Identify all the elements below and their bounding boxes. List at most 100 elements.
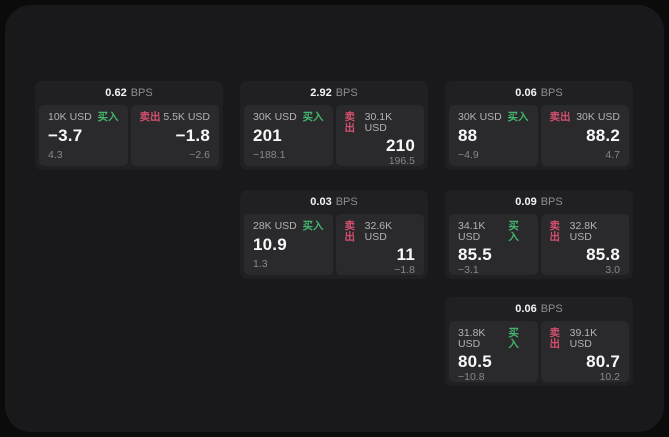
bps-unit-label: BPS: [540, 303, 563, 315]
quote-card: 0.06 BPS 30K USD 买入 88 −4.9 卖出 30K USD 8…: [445, 81, 633, 170]
sell-sub-value: −1.8: [394, 263, 415, 276]
sell-price: 88.2: [586, 125, 620, 145]
buy-side-label: 买入: [508, 327, 519, 350]
sell-panel[interactable]: 卖出 5.5K USD −1.8 −2.6: [130, 105, 219, 166]
buy-side-label: 买入: [302, 220, 324, 232]
buy-panel[interactable]: 34.1K USD 买入 85.5 −3.1: [449, 214, 538, 275]
bps-spread-value: 0.09: [515, 196, 537, 208]
quote-card: 0.06 BPS 31.8K USD 买入 80.5 −10.8 卖出 39.1…: [445, 297, 633, 386]
bps-unit-label: BPS: [335, 196, 358, 208]
bps-unit-label: BPS: [335, 87, 358, 99]
sell-side-label: 卖出: [549, 220, 561, 243]
sell-side-label: 卖出: [139, 111, 161, 123]
sell-panel-header: 卖出 30K USD: [550, 112, 621, 123]
buy-notional: 31.8K USD: [458, 327, 486, 350]
sell-notional: 39.1K USD: [569, 327, 598, 350]
buy-panel[interactable]: 30K USD 买入 201 −188.1: [244, 105, 333, 166]
sell-sub-value: 3.0: [605, 263, 620, 276]
quote-panels: 31.8K USD 买入 80.5 −10.8 卖出 39.1K USD 80.…: [445, 321, 633, 386]
buy-panel-header: 34.1K USD 买入: [458, 221, 529, 242]
buy-panel[interactable]: 30K USD 买入 88 −4.9: [449, 105, 538, 166]
buy-notional: 34.1K USD: [458, 220, 486, 243]
sell-notional: 5.5K USD: [163, 111, 210, 123]
bps-spread-value: 0.62: [105, 87, 127, 99]
sell-price: 85.8: [586, 245, 620, 264]
sell-notional: 32.6K USD: [364, 220, 393, 243]
bps-unit-label: BPS: [540, 87, 563, 99]
buy-sub-value: −3.1: [458, 263, 479, 276]
buy-side-label: 买入: [97, 111, 119, 123]
sell-sub-value: 10.2: [599, 370, 620, 383]
buy-sub-value: −188.1: [253, 148, 286, 161]
sell-notional: 30.1K USD: [364, 111, 393, 134]
buy-price: 85.5: [458, 245, 492, 264]
sell-panel[interactable]: 卖出 32.6K USD 11 −1.8: [335, 214, 424, 276]
sell-panel-header: 卖出 32.8K USD: [550, 221, 621, 242]
bps-spread-value: 2.92: [310, 87, 332, 99]
buy-price: 88: [458, 125, 478, 145]
card-header: 0.03 BPS: [240, 190, 428, 214]
sell-side-label: 卖出: [549, 327, 561, 350]
buy-side-label: 买入: [302, 111, 324, 123]
buy-panel-header: 30K USD 买入: [458, 112, 529, 123]
buy-panel-header: 30K USD 买入: [253, 112, 324, 123]
bps-unit-label: BPS: [130, 87, 153, 99]
sell-sub-value: 196.5: [388, 154, 415, 167]
buy-sub-value: 1.3: [253, 257, 268, 270]
card-header: 0.09 BPS: [445, 190, 633, 214]
quote-panels: 28K USD 买入 10.9 1.3 卖出 32.6K USD 11 −1.8: [240, 214, 428, 279]
buy-sub-value: 4.3: [48, 148, 63, 161]
buy-panel-header: 31.8K USD 买入: [458, 328, 529, 349]
quote-card: 0.09 BPS 34.1K USD 买入 85.5 −3.1 卖出 32.8K…: [445, 190, 633, 279]
sell-panel[interactable]: 卖出 30.1K USD 210 196.5: [335, 105, 424, 167]
quote-panels: 34.1K USD 买入 85.5 −3.1 卖出 32.8K USD 85.8…: [445, 214, 633, 279]
sell-panel[interactable]: 卖出 30K USD 88.2 4.7: [540, 105, 629, 166]
sell-price: −1.8: [175, 125, 210, 145]
buy-panel-header: 28K USD 买入: [253, 221, 324, 232]
quote-card: 0.03 BPS 28K USD 买入 10.9 1.3 卖出 32.6K US…: [240, 190, 428, 279]
buy-notional: 10K USD: [48, 111, 92, 123]
sell-side-label: 卖出: [344, 111, 356, 134]
buy-panel[interactable]: 28K USD 买入 10.9 1.3: [244, 214, 333, 275]
sell-panel-header: 卖出 39.1K USD: [550, 328, 621, 349]
buy-notional: 30K USD: [253, 111, 297, 123]
buy-price: 201: [253, 125, 282, 145]
bps-unit-label: BPS: [540, 196, 563, 208]
buy-panel[interactable]: 10K USD 买入 −3.7 4.3: [39, 105, 128, 166]
card-header: 0.62 BPS: [35, 81, 223, 105]
buy-side-label: 买入: [508, 220, 519, 243]
buy-notional: 28K USD: [253, 220, 297, 232]
sell-side-label: 卖出: [549, 111, 571, 123]
buy-panel[interactable]: 31.8K USD 买入 80.5 −10.8: [449, 321, 538, 382]
sell-notional: 32.8K USD: [569, 220, 598, 243]
quote-panels: 30K USD 买入 88 −4.9 卖出 30K USD 88.2 4.7: [445, 105, 633, 170]
buy-price: 80.5: [458, 352, 492, 371]
card-header: 2.92 BPS: [240, 81, 428, 105]
sell-price: 80.7: [586, 352, 620, 371]
buy-sub-value: −10.8: [458, 370, 485, 383]
sell-panel-header: 卖出 32.6K USD: [345, 221, 416, 242]
buy-price: 10.9: [253, 234, 287, 254]
bps-spread-value: 0.06: [515, 87, 537, 99]
buy-sub-value: −4.9: [458, 148, 479, 161]
quote-panels: 30K USD 买入 201 −188.1 卖出 30.1K USD 210 1…: [240, 105, 428, 170]
sell-panel-header: 卖出 5.5K USD: [140, 112, 211, 123]
bps-spread-value: 0.03: [310, 196, 332, 208]
card-header: 0.06 BPS: [445, 81, 633, 105]
buy-notional: 30K USD: [458, 111, 502, 123]
sell-price: 210: [386, 136, 415, 155]
card-header: 0.06 BPS: [445, 297, 633, 321]
app-background-panel: 0.62 BPS 10K USD 买入 −3.7 4.3 卖出 5.5K USD…: [5, 5, 664, 432]
sell-panel[interactable]: 卖出 39.1K USD 80.7 10.2: [540, 321, 629, 383]
quote-panels: 10K USD 买入 −3.7 4.3 卖出 5.5K USD −1.8 −2.…: [35, 105, 223, 170]
quote-card: 0.62 BPS 10K USD 买入 −3.7 4.3 卖出 5.5K USD…: [35, 81, 223, 170]
sell-panel-header: 卖出 30.1K USD: [345, 112, 416, 133]
buy-price: −3.7: [48, 125, 83, 145]
sell-panel[interactable]: 卖出 32.8K USD 85.8 3.0: [540, 214, 629, 276]
sell-notional: 30K USD: [576, 111, 620, 123]
sell-sub-value: −2.6: [189, 148, 210, 161]
sell-side-label: 卖出: [344, 220, 356, 243]
sell-sub-value: 4.7: [605, 148, 620, 161]
bps-spread-value: 0.06: [515, 303, 537, 315]
buy-panel-header: 10K USD 买入: [48, 112, 119, 123]
